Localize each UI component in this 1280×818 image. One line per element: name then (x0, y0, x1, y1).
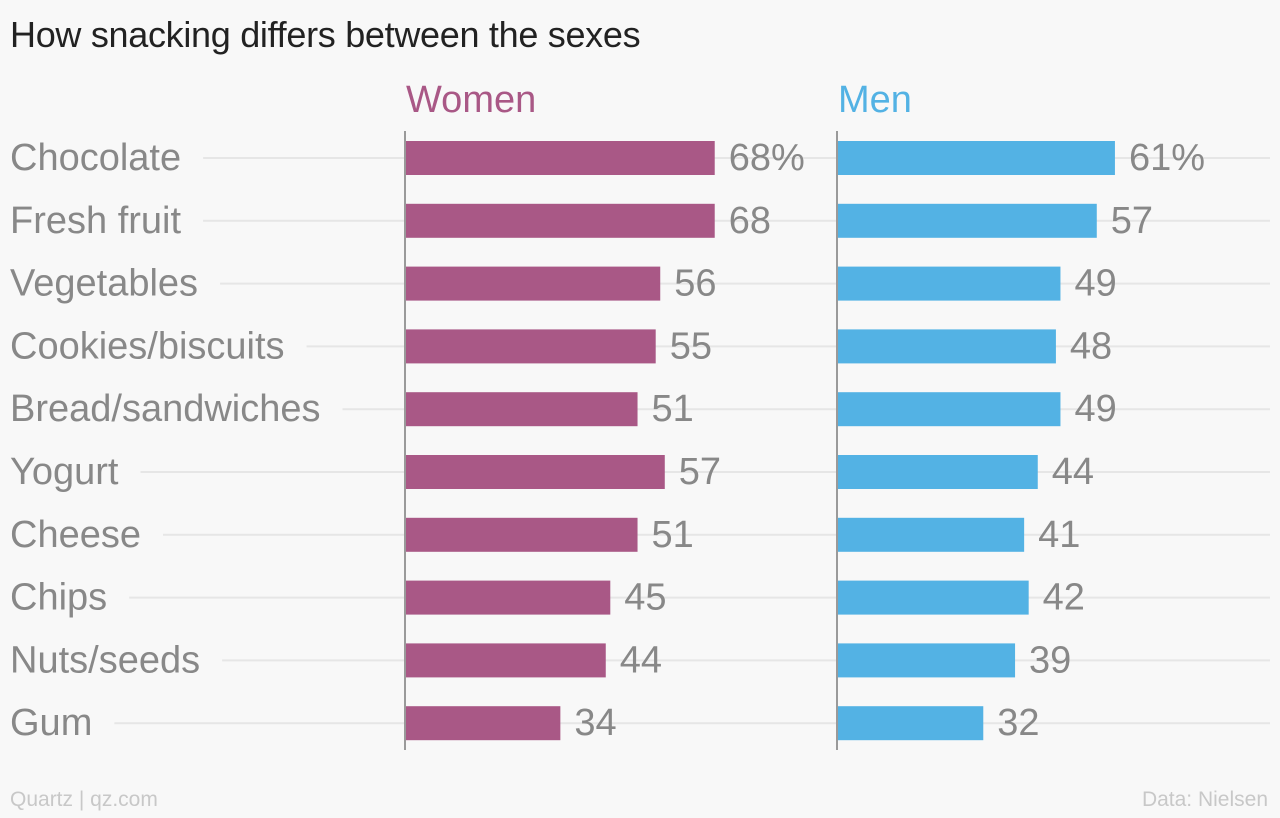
category-labels: Chocolate Fresh fruit Vegetables Cookies/bi… (10, 137, 321, 744)
bar (406, 455, 665, 489)
category-label: Vegetables (10, 263, 198, 305)
data-label: 39 (1029, 639, 1071, 681)
data-label: 44 (1052, 451, 1094, 493)
bar (406, 141, 715, 175)
data-label: 56 (674, 263, 716, 305)
series: Women68%685655515751454434Men61%57494849… (404, 79, 1205, 750)
data-label: 42 (1043, 577, 1085, 619)
bar (406, 266, 661, 301)
bar (406, 643, 606, 678)
data-label: 48 (1070, 325, 1112, 367)
data-label: 51 (652, 388, 694, 430)
category-label: Fresh fruit (10, 200, 181, 242)
bar (838, 266, 1061, 301)
bar (838, 141, 1115, 175)
category-label: Chips (10, 577, 107, 619)
bar (406, 392, 638, 427)
data-label: 34 (574, 702, 616, 744)
data-label: 49 (1074, 263, 1116, 305)
bar (838, 203, 1097, 238)
bar (406, 329, 656, 364)
data-label: 61% (1129, 137, 1205, 179)
bar (838, 580, 1029, 615)
category-label: Nuts/seeds (10, 639, 200, 681)
data-source: Data: Nielsen (1141, 788, 1268, 811)
bar (838, 517, 1025, 552)
source-credit: Quartz | qz.com (10, 788, 158, 811)
data-label: 68% (729, 137, 805, 179)
data-label: 57 (1111, 200, 1153, 242)
bar (406, 580, 611, 615)
category-label: Gum (10, 702, 92, 744)
bar (838, 643, 1016, 678)
gridlines (114, 157, 1270, 725)
data-label: 57 (679, 451, 721, 493)
category-label: Bread/sandwiches (10, 388, 321, 430)
category-label: Cookies/biscuits (10, 325, 285, 367)
bar (838, 706, 984, 741)
category-label: Yogurt (10, 451, 119, 493)
chart-title: How snacking differs between the sexes (10, 14, 641, 55)
bar (406, 706, 561, 741)
bar (838, 455, 1038, 489)
category-label: Chocolate (10, 137, 181, 179)
data-label: 55 (670, 325, 712, 367)
data-label: 51 (652, 514, 694, 556)
data-label: 32 (997, 702, 1039, 744)
data-label: 68 (729, 200, 771, 242)
data-label: 49 (1074, 388, 1116, 430)
series-header: Men (838, 79, 912, 121)
series-men: Men 61% 57 49 48 49 44 41 42 39 32 (836, 79, 1205, 750)
data-label: 41 (1038, 514, 1080, 556)
bar (406, 203, 715, 238)
data-label: 44 (620, 639, 662, 681)
bar (838, 329, 1056, 364)
series-header: Women (406, 79, 536, 121)
bar (838, 392, 1061, 427)
category-label: Cheese (10, 514, 141, 556)
bar (406, 517, 638, 552)
data-label: 45 (624, 577, 666, 619)
